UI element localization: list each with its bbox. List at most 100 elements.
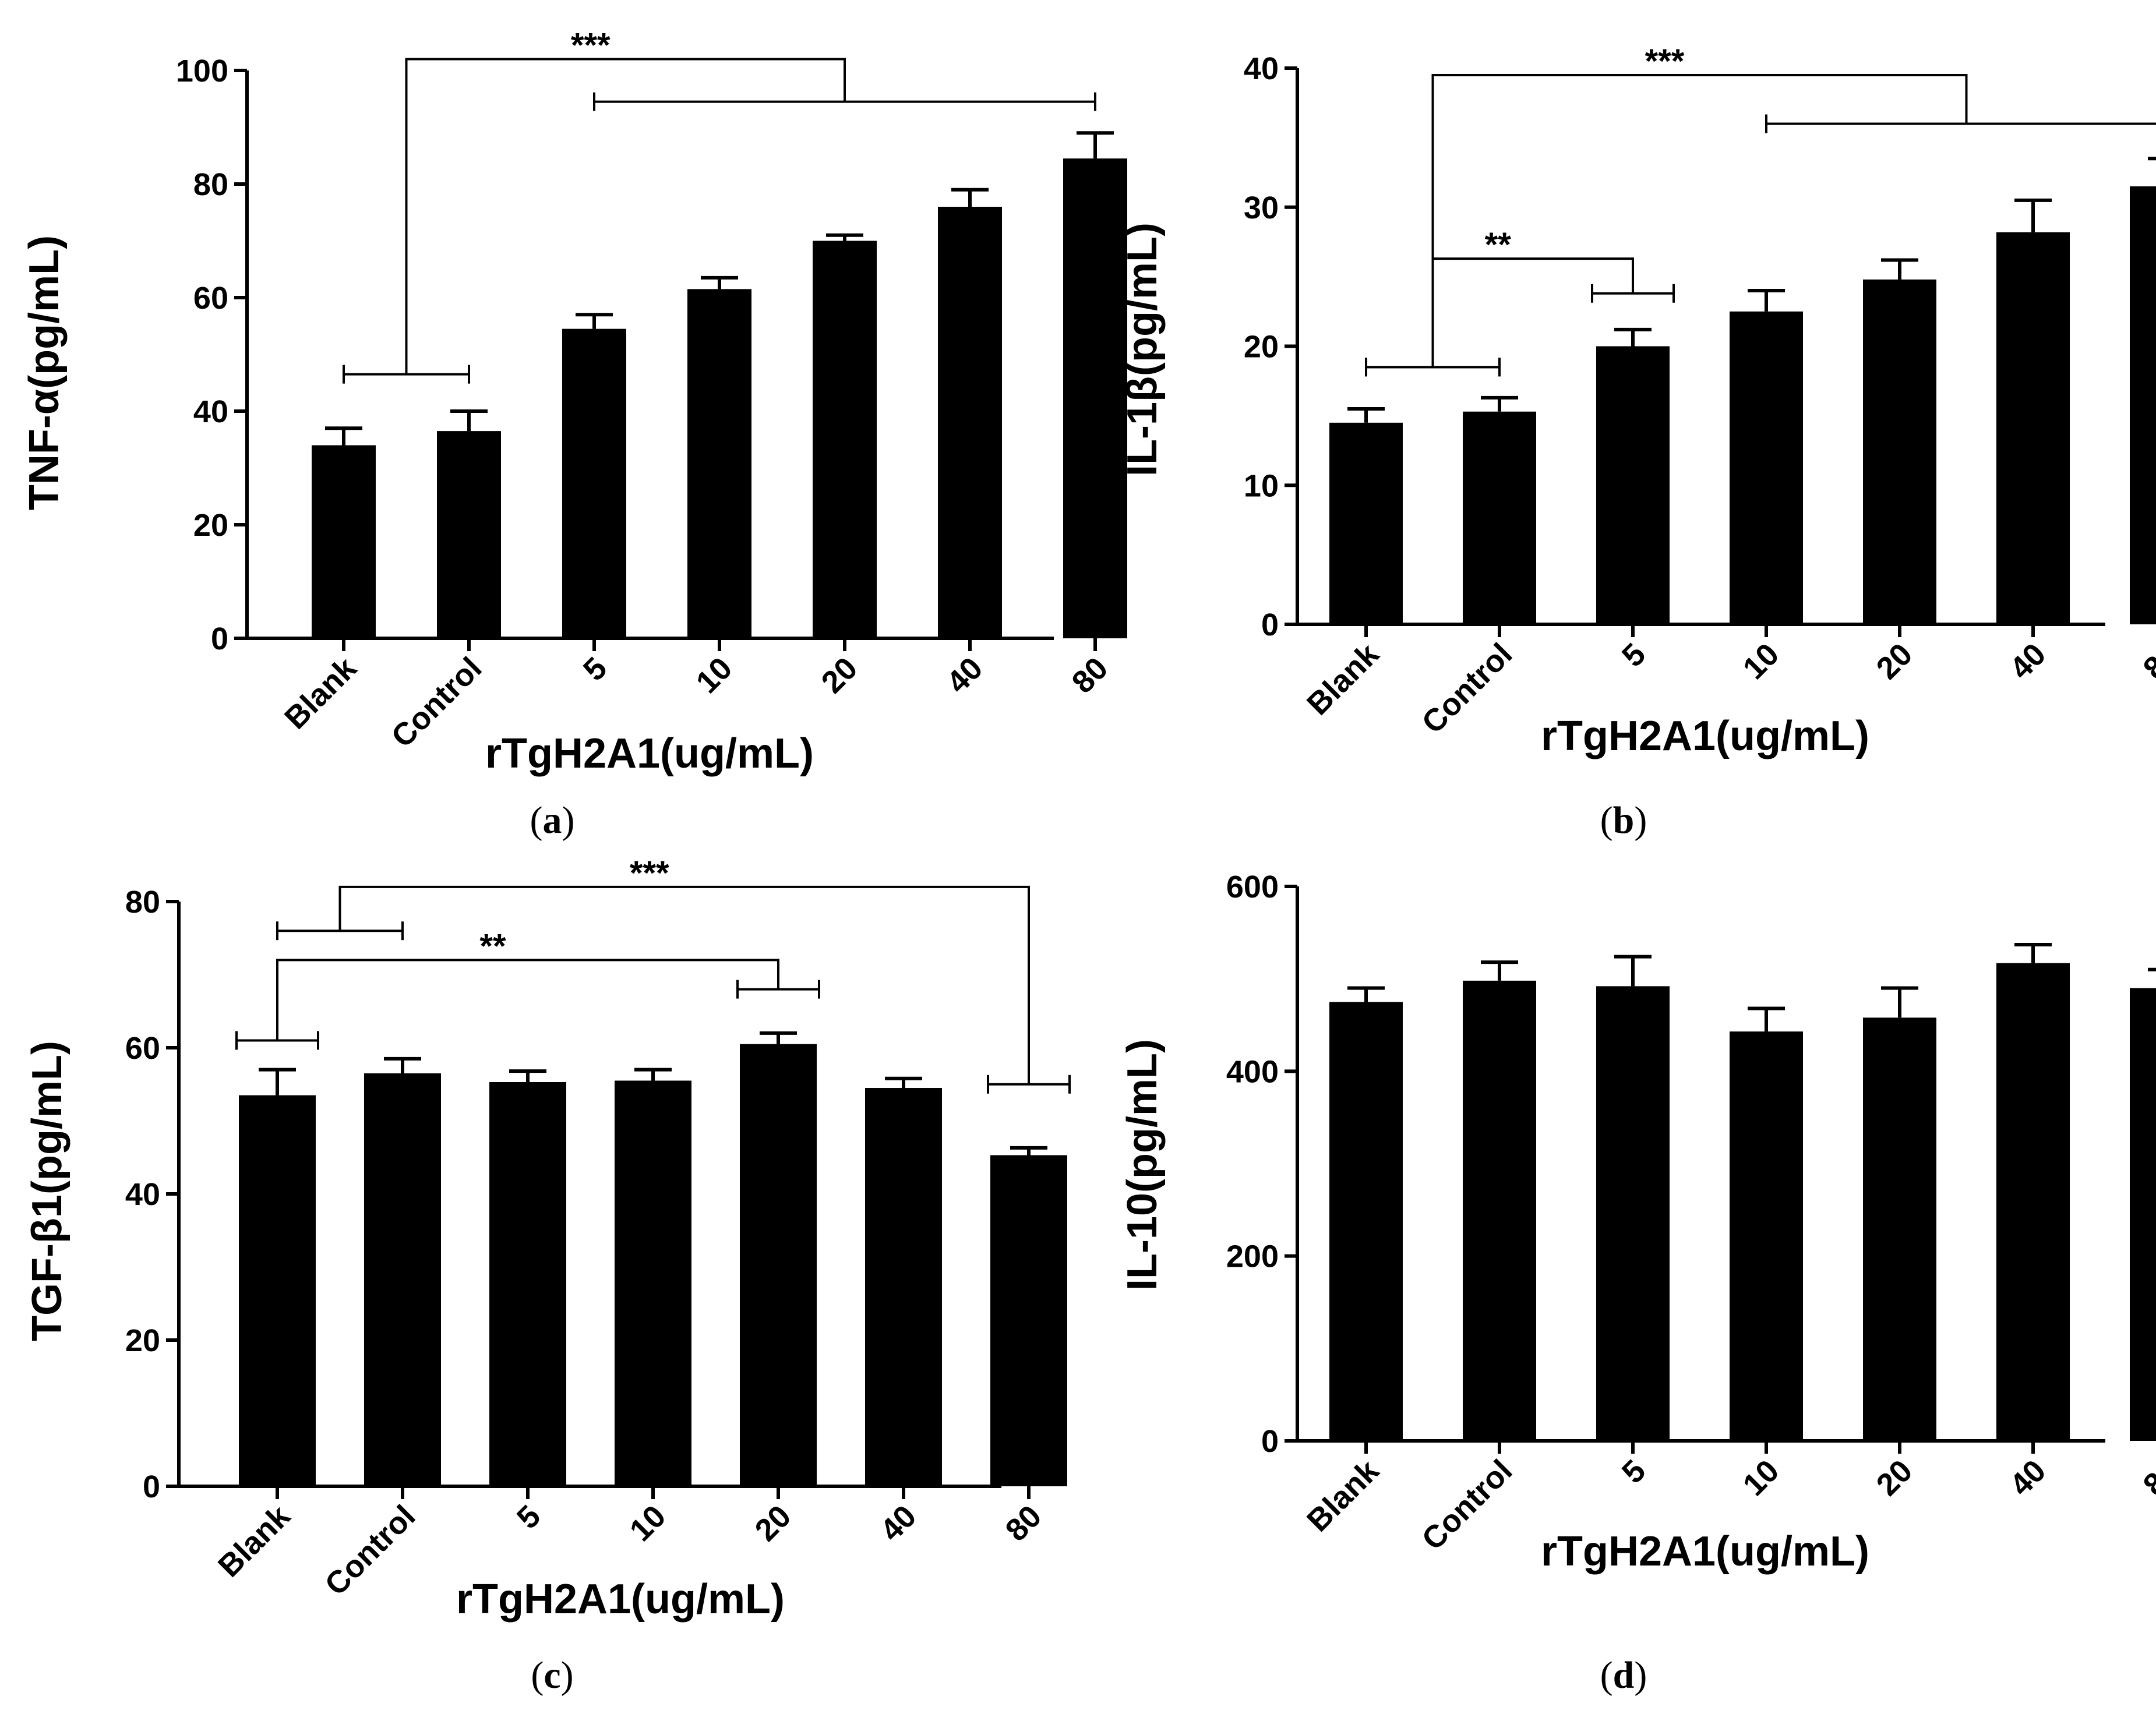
panel-label-paren: ) [1634,799,1647,842]
bar-c-0 [239,1095,316,1486]
y-tick-label: 20 [193,508,228,543]
bar-a-1 [437,431,501,638]
y-tick-label: 400 [1226,1054,1279,1089]
y-tick-label: 20 [1244,330,1279,365]
bar-c-4 [740,1044,817,1486]
chart-panel-d: 0 200 400 600 Blank Control 5 10 20 40 80 IL-10(pg/… [1119,870,2156,1697]
bar-d-1 [1463,980,1536,1441]
x-tick-label: Blank [1300,1453,1386,1538]
panel-label-letter: b [1613,799,1635,842]
x-tick-label: 40 [2003,1453,2053,1503]
x-tick-label: 40 [2003,637,2053,686]
bracket-connector [405,58,846,374]
bar-b-4 [1863,279,1936,624]
x-tick-label: Control [384,651,488,754]
bar-c-2 [489,1082,566,1486]
y-tick-label: 10 [1244,468,1279,503]
panel-label-letter: a [543,799,562,842]
panel-label: (b) [1600,799,1647,842]
x-tick-label: 10 [623,1499,673,1548]
y-tick-label: 100 [176,54,228,89]
y-tick-label: 600 [1226,870,1279,904]
panel-label: (c) [531,1654,573,1697]
x-tick-label: 5 [510,1499,548,1536]
panel-label-paren: ( [1600,799,1613,842]
significance-label: *** [571,27,611,65]
y-tick-label: 0 [143,1469,160,1504]
y-tick-label: 200 [1226,1239,1279,1274]
x-tick-label: 20 [749,1499,798,1548]
bar-d-2 [1596,986,1670,1441]
x-tick-label: 40 [874,1499,923,1548]
x-tick-label: 80 [999,1499,1049,1548]
bar-d-6 [2130,988,2156,1441]
x-tick-label: 5 [1615,637,1653,674]
y-tick-label: 30 [1244,190,1279,225]
bar-c-5 [865,1088,942,1486]
y-axis-title: IL-10(pg/mL) [1119,1039,1166,1291]
bar-d-3 [1730,1031,1803,1441]
significance-bracket: *** [276,854,1071,1094]
significance-label: *** [1645,43,1685,80]
bar-b-1 [1463,411,1536,624]
x-tick-label: 20 [815,651,864,700]
chart-panel-a: 0 20 40 60 80 100 Blank Control 5 10 20 40 80 *** TNF-… [21,27,1127,842]
bar-b-3 [1730,311,1803,624]
significance-label: ** [1485,226,1512,264]
panel-label-paren: ( [1600,1654,1613,1697]
bar-a-3 [687,289,751,638]
significance-bracket: ** [1365,226,1675,377]
x-tick-label: Control [1415,637,1519,740]
panel-label-paren: ( [530,799,543,842]
x-axis-title: rTgH2A1(ug/mL) [1541,1528,1869,1575]
x-tick-label: 5 [1615,1453,1653,1490]
panel-label: (d) [1600,1654,1647,1697]
bar-b-6 [2130,186,2156,624]
significance-bracket: *** [343,27,1096,384]
x-tick-label: 5 [577,651,614,688]
x-tick-label: 80 [2137,1453,2156,1503]
bracket-connector [1431,73,1968,367]
x-tick-label: Control [318,1499,422,1602]
bar-c-3 [615,1080,691,1486]
bar-b-0 [1329,422,1403,624]
panel-label-paren: ) [561,1654,574,1697]
bar-c-1 [364,1073,441,1486]
bar-a-4 [813,241,877,638]
significance-bracket: ** [235,927,820,1050]
x-tick-label: Blank [278,650,364,736]
bracket-connector [276,959,779,1041]
bar-b-5 [1996,232,2070,625]
y-tick-label: 0 [1261,1424,1279,1459]
bar-c-6 [990,1155,1067,1486]
x-tick-label: 10 [690,651,739,700]
x-axis-title: rTgH2A1(ug/mL) [456,1576,785,1623]
bar-d-4 [1863,1017,1936,1441]
x-tick-label: 80 [1065,651,1115,700]
panel-label: (a) [530,799,575,842]
y-tick-label: 80 [125,885,160,920]
bar-a-2 [562,328,626,638]
x-tick-label: 80 [2137,637,2156,686]
y-axis-title: TNF-α(pg/mL) [21,235,68,510]
bar-a-0 [312,445,376,638]
y-tick-label: 80 [193,167,228,202]
x-tick-label: 40 [940,651,990,700]
y-axis-title: TGF-β1(pg/mL) [24,1041,70,1341]
panel-label-paren: ( [531,1654,544,1697]
y-tick-label: 60 [193,281,228,316]
bar-a-5 [938,207,1002,638]
y-axis-title: IL-1β(pg/mL) [1119,222,1166,476]
y-tick-label: 60 [125,1031,160,1066]
panel-label-letter: d [1613,1654,1635,1697]
x-tick-label: Control [1415,1453,1519,1557]
significance-label: ** [479,927,506,965]
significance-label: *** [630,854,669,892]
y-tick-label: 0 [1261,607,1279,642]
x-tick-label: 20 [1870,637,1919,686]
y-tick-label: 40 [125,1177,160,1212]
y-tick-label: 20 [125,1323,160,1358]
y-tick-label: 40 [193,394,228,429]
